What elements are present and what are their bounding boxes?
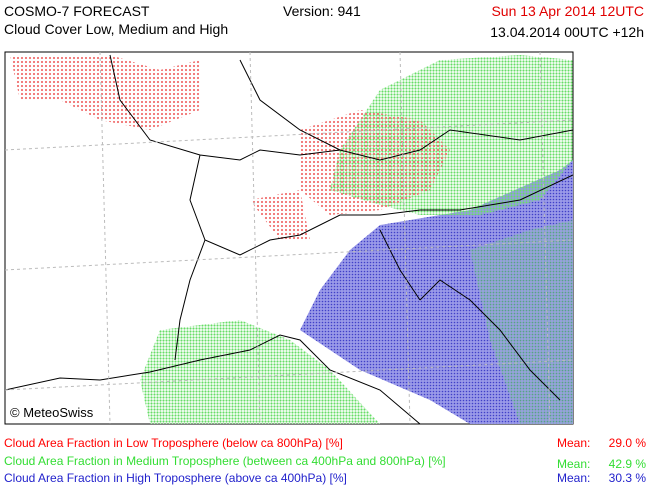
mean-label: Mean:	[557, 436, 591, 450]
cloud-fields	[10, 55, 573, 424]
low-cloud	[250, 190, 310, 240]
title: COSMO-7 FORECAST	[4, 3, 150, 19]
borders	[5, 54, 573, 424]
mean-label: Mean:	[557, 457, 591, 471]
legend-label: Cloud Area Fraction in Medium Tropospher…	[4, 454, 446, 468]
mean-value: 42.9 %	[608, 457, 646, 471]
version: Version: 941	[283, 3, 361, 19]
legend-label: Cloud Area Fraction in High Troposphere …	[4, 471, 347, 485]
graticule	[5, 52, 573, 424]
run-time: 13.04.2014 00UTC +12h	[490, 24, 644, 40]
mean-label: Mean:	[557, 471, 591, 485]
low-cloud	[300, 110, 450, 215]
medium-cloud	[140, 320, 380, 424]
low-cloud	[10, 55, 200, 130]
mean-value: 29.0 %	[608, 436, 646, 450]
mean-value: 30.3 %	[608, 471, 646, 485]
valid-time: Sun 13 Apr 2014 12UTC	[491, 3, 644, 19]
legend-label: Cloud Area Fraction in Low Troposphere (…	[4, 436, 343, 450]
credit: © MeteoSwiss	[10, 405, 94, 421]
subtitle: Cloud Cover Low, Medium and High	[4, 21, 229, 37]
medium-cloud	[470, 220, 573, 424]
